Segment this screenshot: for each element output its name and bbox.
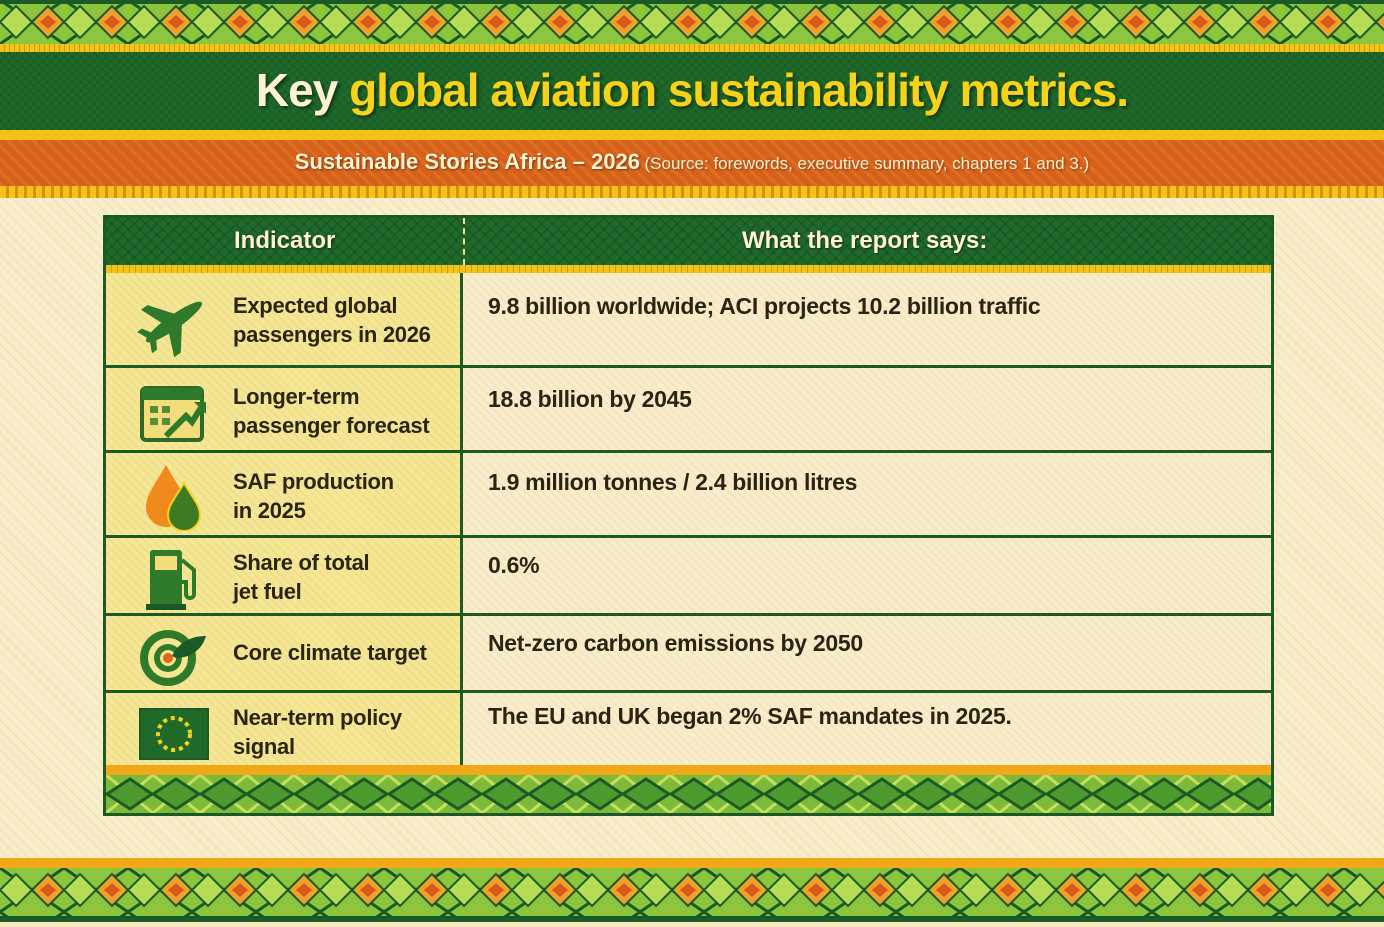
value-cell: 9.8 billion worldwide; ACI projects 10.2… (466, 273, 1271, 365)
indicator-label: Share of total jet fuel (233, 550, 370, 604)
table-header: Indicator What the report says: (106, 218, 1271, 265)
top-decorative-border (0, 0, 1384, 44)
title-prefix: Key (255, 64, 338, 116)
airplane-icon (137, 301, 203, 357)
yellow-strip (0, 858, 1384, 868)
value-cell: 18.8 billion by 2045 (466, 368, 1271, 450)
table-row: Longer-term passenger forecast 18.8 billi… (106, 368, 1271, 453)
eu-flag-icon (139, 708, 209, 760)
yellow-strip (0, 130, 1384, 140)
title-band: Key global aviation sustainability metri… (0, 52, 1384, 130)
indicator-label: SAF production in 2025 (233, 469, 394, 523)
value-cell: The EU and UK began 2% SAF mandates in 2… (466, 693, 1271, 768)
indicator-value: 0.6% (488, 552, 540, 578)
indicator-value: Net-zero carbon emissions by 2050 (488, 630, 863, 656)
indicator-cell: Expected global passengers in 2026 (106, 273, 463, 365)
yellow-dotted-strip (0, 186, 1384, 198)
column-header-report: What the report says: (742, 227, 988, 254)
column-header-indicator: Indicator (234, 227, 336, 254)
indicator-cell: Near-term policy signal (106, 693, 463, 768)
indicator-label: Near-term policy signal (233, 705, 402, 759)
value-cell: Net-zero carbon emissions by 2050 (466, 616, 1271, 690)
value-cell: 1.9 million tonnes / 2.4 billion litres (466, 453, 1271, 535)
indicator-cell: Core climate target (106, 616, 463, 690)
title-highlight: global aviation sustainability metrics. (349, 64, 1129, 116)
page-title: Key global aviation sustainability metri… (0, 52, 1384, 128)
source-note: (Source: forewords, executive summary, c… (644, 154, 1090, 173)
indicator-value: The EU and UK began 2% SAF mandates in 2… (488, 703, 1012, 729)
table-row: Expected global passengers in 2026 9.8 bi… (106, 273, 1271, 368)
table-footer-pattern (106, 775, 1271, 813)
value-cell: 0.6% (466, 538, 1271, 613)
subtitle: Sustainable Stories Africa – 2026 (294, 149, 641, 174)
fuel-pump-icon (146, 550, 196, 610)
indicator-value: 9.8 billion worldwide; ACI projects 10.2… (488, 293, 1041, 319)
header-divider (463, 218, 465, 265)
table-row: Core climate target Net-zero carbon emis… (106, 616, 1271, 693)
target-leaf-icon (140, 630, 206, 686)
indicator-label: Core climate target (233, 640, 427, 665)
subtitle-band: Sustainable Stories Africa – 2026 (Sourc… (0, 140, 1384, 186)
indicator-label: Expected global passengers in 2026 (233, 293, 431, 347)
indicator-cell: SAF production in 2025 (106, 453, 463, 535)
indicator-cell: Share of total jet fuel (106, 538, 463, 613)
table-row: Share of total jet fuel 0.6% (106, 538, 1271, 616)
table-row: SAF production in 2025 1.9 million tonnes… (106, 453, 1271, 538)
yellow-strip (0, 44, 1384, 52)
fuel-drops-icon (146, 465, 202, 531)
table-footer-strip (106, 765, 1271, 775)
table-row: Near-term policy signal The EU and UK beg… (106, 693, 1271, 768)
metrics-table: Indicator What the report says: Expected… (103, 215, 1274, 816)
indicator-value: 18.8 billion by 2045 (488, 386, 692, 412)
indicator-cell: Longer-term passenger forecast (106, 368, 463, 450)
calendar-growth-icon (140, 386, 206, 442)
header-strip (106, 265, 1271, 273)
indicator-label: Longer-term passenger forecast (233, 384, 430, 438)
indicator-value: 1.9 million tonnes / 2.4 billion litres (488, 469, 858, 495)
bottom-decorative-border (0, 868, 1384, 922)
